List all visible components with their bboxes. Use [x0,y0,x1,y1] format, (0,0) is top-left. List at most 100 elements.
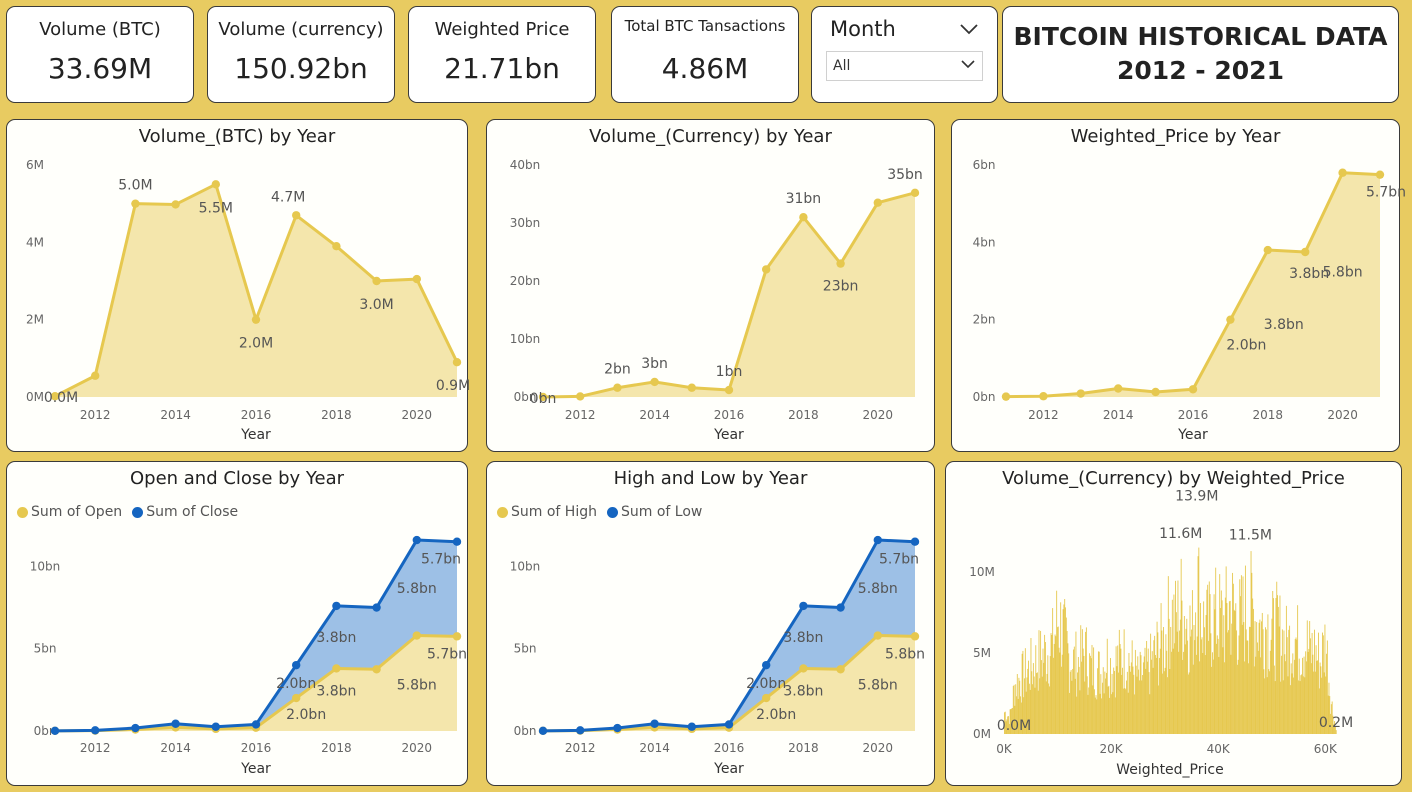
bar [1248,663,1250,734]
bar [1227,632,1229,734]
data-label: 3.8bn [1289,266,1329,282]
legend-item[interactable]: Sum of Low [606,504,702,520]
bar [1060,602,1062,734]
bar [1224,662,1225,734]
bar [1155,657,1157,734]
bar [1150,633,1152,734]
data-point [332,664,341,673]
bar [1165,634,1167,734]
bar [1262,629,1264,734]
bar [1300,675,1302,734]
bar [1204,627,1205,734]
data-point [452,537,462,546]
data-point [613,723,622,733]
bar [1138,680,1140,734]
plot-area: 0M 2M 4M 6M 2012 2014 2016 2018 2020 Year 0.0M 5.0M… [26,158,470,443]
bar [1061,666,1062,734]
x-axis-label: Year [713,427,744,443]
chart-legend: Sum of Open Sum of Close [17,504,238,520]
bar [1045,681,1047,734]
month-dropdown[interactable]: All [826,51,983,81]
bar [1121,674,1123,734]
bar [1270,639,1272,734]
bar [1025,691,1027,734]
series-area [55,184,457,397]
bar [1266,677,1268,734]
bar [1310,663,1312,734]
data-label: 0bn [530,391,557,407]
kpi-value: 33.69M [47,52,153,85]
bar [1053,643,1055,734]
chart-weighted-price-by-year: Weighted_Price by Year 0bn 2bn 4bn 6bn 2012 2… [951,119,1406,452]
plot-area: 0bn 2bn 4bn 6bn 2012 2014 2016 2018 2020 Year 2.0b… [973,158,1406,443]
chart-volume-btc-by-year: Volume_(BTC) by Year 0M 2M 4M 6M 2012 2014 201… [6,119,470,452]
data-point [687,722,696,731]
x-tick-label: 2012 [565,741,596,755]
bar [1231,623,1233,734]
bar [1089,653,1091,734]
legend-item[interactable]: Sum of High [497,504,597,520]
bar [1105,678,1107,734]
bar [1004,712,1005,734]
bar [1292,653,1294,734]
data-point [799,213,808,222]
data-point [873,631,882,640]
bar [1027,668,1029,734]
chevron-down-icon[interactable] [959,23,979,35]
bar [1248,626,1250,734]
bar [1134,649,1136,734]
bar [1330,713,1332,734]
bar [1296,639,1298,734]
bar [1216,643,1217,734]
bar [1135,665,1137,734]
legend-label: Sum of High [511,504,597,520]
kpi-value: 21.71bn [444,52,560,85]
bar [1124,688,1126,734]
series-area [55,540,457,731]
y-tick-label: 40bn [510,158,541,172]
legend-item[interactable]: Sum of Close [132,504,238,520]
bar [1021,653,1023,734]
bar [1290,663,1292,734]
bar [1037,690,1039,734]
data-label: 3.8bn [783,683,823,699]
bar [1219,574,1221,734]
bar [1171,599,1173,734]
data-point [650,719,659,728]
bar [1129,665,1131,734]
bar [1063,604,1065,734]
x-tick-label: 2016 [714,741,745,755]
bar [1282,680,1284,734]
bar [1089,655,1091,734]
bar [1178,651,1180,734]
bar [1126,671,1128,734]
bar [1020,702,1022,734]
bar [1281,655,1283,734]
bar [1293,677,1295,734]
legend-marker [497,506,508,518]
legend-item[interactable]: Sum of Open [17,504,122,520]
bar [1127,692,1129,734]
bar [1170,626,1172,734]
data-point [452,632,462,641]
bar [1023,697,1025,734]
y-tick-label: 6M [26,158,44,172]
bar [1208,581,1210,734]
bar [1164,667,1166,734]
bar [1120,648,1122,734]
bar [1192,664,1194,734]
bar [1101,698,1103,734]
bar [1175,612,1177,734]
bar [1257,642,1258,734]
bar [1092,685,1094,734]
chevron-down-icon[interactable] [960,58,976,70]
series-area [1006,172,1380,397]
data-label: 31bn [786,191,822,207]
bar [1065,607,1066,734]
bar [1110,658,1111,734]
bar [1154,635,1156,734]
data-label: 2.0bn [286,707,326,723]
bar [1257,650,1259,734]
bar [1073,649,1074,734]
